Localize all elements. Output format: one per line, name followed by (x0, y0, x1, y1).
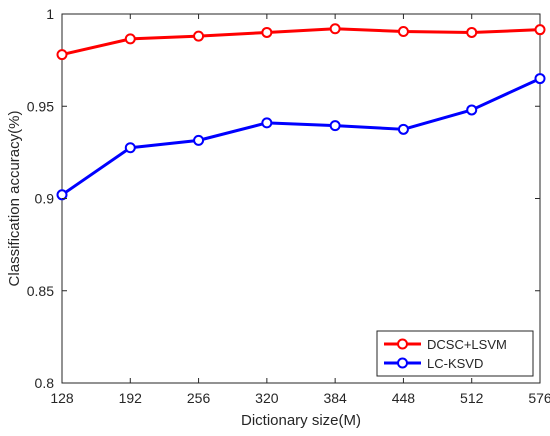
data-point-marker (193, 134, 205, 146)
data-point-marker (397, 123, 409, 135)
data-point-marker (329, 120, 341, 132)
data-point-marker (534, 24, 546, 36)
x-tick-label: 384 (323, 390, 347, 406)
data-point-marker (329, 23, 341, 35)
data-point-marker (261, 117, 273, 129)
data-point-marker (56, 189, 68, 201)
data-point-marker (397, 26, 409, 38)
y-tick-label: 0.85 (27, 283, 54, 299)
x-tick-label: 128 (50, 390, 74, 406)
x-tick-label: 256 (187, 390, 211, 406)
x-tick-label: 512 (460, 390, 484, 406)
legend-label: DCSC+LSVM (427, 337, 507, 352)
y-tick-label: 0.8 (35, 375, 55, 391)
series-layer (56, 23, 546, 201)
series-line-0 (61, 27, 541, 57)
y-axis-label: Classification accuracy(%) (6, 111, 23, 287)
x-axis-label: Dictionary size(M) (241, 412, 361, 429)
legend-label: LC-KSVD (427, 356, 483, 371)
x-tick-label: 192 (119, 390, 143, 406)
tick-layer: 128 192 256 320 384 448 512 576 0.8 0.85 0.9 0.95 1 (27, 6, 550, 406)
data-point-marker (124, 33, 136, 45)
y-tick-label: 0.9 (35, 191, 55, 207)
data-point-marker (193, 30, 205, 42)
x-tick-label: 576 (528, 390, 550, 406)
legend: DCSC+LSVM LC-KSVD (376, 330, 534, 377)
data-point-marker (261, 26, 273, 38)
data-point-marker (56, 49, 68, 61)
legend-swatch-marker (397, 357, 408, 369)
data-point-marker (534, 73, 546, 85)
x-tick-label: 448 (392, 390, 416, 406)
x-tick-label: 320 (255, 390, 279, 406)
y-tick-label: 1 (46, 6, 54, 22)
series-line-1 (61, 77, 541, 197)
data-point-marker (466, 104, 478, 116)
data-point-marker (124, 142, 136, 154)
plot-area (61, 13, 541, 384)
y-tick-label: 0.95 (27, 98, 54, 114)
legend-box (376, 330, 534, 377)
data-point-marker (466, 26, 478, 38)
legend-swatch-marker (397, 338, 408, 350)
